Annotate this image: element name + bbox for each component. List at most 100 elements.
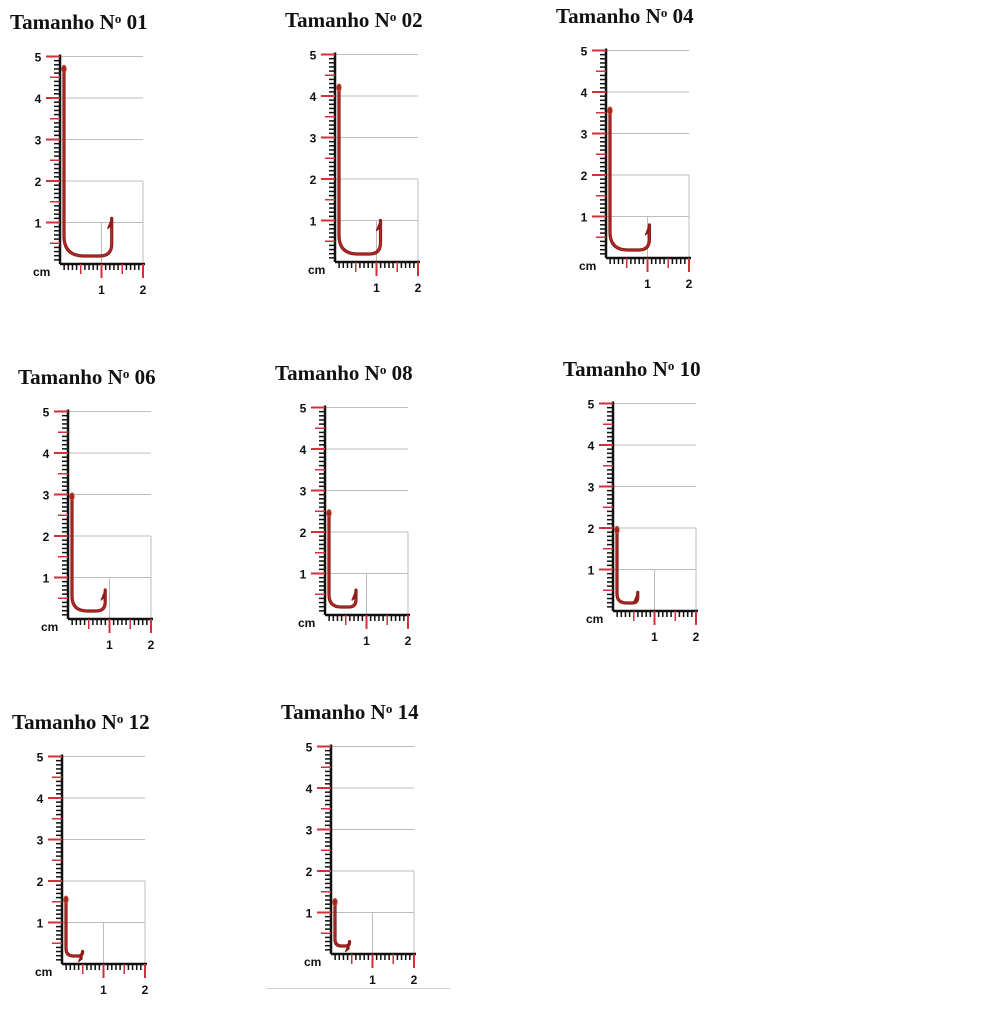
x-tick-label: 2: [686, 277, 693, 291]
y-tick-label: 5: [37, 751, 44, 765]
x-tick-label: 1: [651, 630, 658, 644]
hook-shape: [62, 65, 114, 258]
divider: [266, 988, 450, 989]
title-prefix: Tamanho N: [18, 365, 123, 389]
x-tick-label: 2: [140, 283, 147, 297]
hook-panel: Tamanho No 12 1 2 3 4 5 1 2 cm: [10, 708, 240, 1018]
x-tick-label: 2: [411, 973, 418, 987]
hook-highlight: [609, 108, 650, 251]
title-ordinal: o: [660, 5, 668, 20]
y-tick-label: 5: [300, 402, 307, 416]
hook-barb: [375, 220, 382, 232]
x-tick-label: 1: [106, 638, 113, 652]
hook-highlight: [65, 897, 84, 957]
y-tick-label: 1: [581, 211, 588, 225]
hook-panel: Tamanho No 06 1 2 3 4 5 1 2 cm: [16, 363, 246, 673]
y-tick-label: 4: [43, 447, 50, 461]
hook-ruler-diagram: 1 2 3 4 5 1 2 cm: [308, 49, 422, 296]
panel-title: Tamanho No 01: [10, 12, 148, 33]
hook-shape: [608, 107, 652, 252]
unit-label: cm: [304, 955, 321, 969]
y-tick-label: 2: [581, 169, 588, 183]
unit-label: cm: [35, 965, 52, 979]
title-prefix: Tamanho N: [563, 357, 668, 381]
panel-title: Tamanho No 04: [556, 6, 694, 27]
hook-eye: [326, 509, 332, 518]
y-tick-label: 1: [588, 564, 595, 578]
hook-ruler-diagram: 1 2 3 4 5 1 2 cm: [586, 398, 700, 645]
hook-barb: [107, 218, 113, 229]
y-tick-label: 5: [581, 45, 588, 59]
title-number: 06: [134, 365, 156, 389]
x-tick-label: 1: [644, 277, 651, 291]
panel-title: Tamanho No 02: [285, 10, 423, 31]
y-tick-label: 1: [306, 907, 313, 921]
hook-eye: [69, 492, 75, 501]
hook-shape: [333, 898, 352, 948]
y-tick-label: 1: [310, 215, 317, 229]
y-tick-label: 5: [306, 741, 313, 755]
title-ordinal: o: [667, 358, 675, 373]
y-tick-label: 3: [581, 128, 588, 142]
unit-label: cm: [308, 263, 325, 277]
hook-highlight: [334, 899, 351, 947]
x-tick-label: 1: [100, 983, 107, 997]
hook-ruler-diagram: 1 2 3 4 5 1 2 cm: [298, 402, 412, 649]
hook-eye: [332, 897, 338, 907]
title-number: 10: [679, 357, 701, 381]
hook-eye: [336, 83, 342, 92]
title-number: 14: [397, 700, 419, 724]
x-tick-label: 2: [142, 983, 149, 997]
title-number: 01: [126, 10, 148, 34]
y-tick-label: 4: [581, 86, 588, 100]
y-tick-label: 5: [35, 51, 42, 65]
x-tick-label: 2: [405, 634, 412, 648]
title-prefix: Tamanho N: [275, 361, 380, 385]
hook-eye: [607, 106, 613, 115]
hook-ruler-diagram: 1 2 3 4 5 1 2 cm: [35, 751, 149, 998]
title-number: 12: [128, 710, 150, 734]
hook-eye: [614, 525, 620, 535]
hook-highlight: [71, 494, 106, 612]
y-tick-label: 2: [300, 526, 307, 540]
y-tick-label: 4: [588, 439, 595, 453]
unit-label: cm: [579, 259, 596, 273]
hook-barb: [351, 589, 357, 601]
y-tick-label: 1: [35, 217, 42, 231]
hook-eye: [63, 895, 69, 904]
y-tick-label: 1: [300, 568, 307, 582]
hook-barb: [633, 592, 639, 603]
hook-panel: Tamanho No 14 1 2 3 4 5 1 2 cm: [279, 698, 509, 1008]
hook-shape: [615, 526, 640, 605]
panel-title: Tamanho No 14: [281, 702, 419, 723]
title-number: 08: [391, 361, 413, 385]
unit-label: cm: [41, 620, 58, 634]
panel-title: Tamanho No 10: [563, 359, 701, 380]
panel-title: Tamanho No 08: [275, 363, 413, 384]
y-tick-label: 2: [588, 522, 595, 536]
title-ordinal: o: [385, 701, 393, 716]
unit-label: cm: [298, 616, 315, 630]
y-tick-label: 5: [310, 49, 317, 63]
title-ordinal: o: [122, 366, 130, 381]
y-tick-label: 2: [35, 175, 42, 189]
y-tick-label: 2: [43, 530, 50, 544]
title-prefix: Tamanho N: [12, 710, 117, 734]
y-tick-label: 3: [300, 485, 307, 499]
x-tick-label: 1: [369, 973, 376, 987]
x-tick-label: 1: [98, 283, 105, 297]
hook-shape: [64, 896, 85, 958]
y-tick-label: 3: [306, 824, 313, 838]
y-tick-label: 1: [37, 917, 44, 931]
y-tick-label: 5: [43, 406, 50, 420]
hook-barb: [644, 224, 650, 236]
y-tick-label: 4: [300, 443, 307, 457]
title-prefix: Tamanho N: [10, 10, 115, 34]
y-tick-label: 4: [35, 92, 42, 106]
hook-highlight: [63, 66, 113, 257]
y-tick-label: 3: [310, 132, 317, 146]
hook-highlight: [616, 527, 639, 604]
x-tick-label: 1: [363, 634, 370, 648]
hook-panel: Tamanho No 08 1 2 3 4 5 1 2 cm: [273, 359, 503, 669]
title-prefix: Tamanho N: [285, 8, 390, 32]
